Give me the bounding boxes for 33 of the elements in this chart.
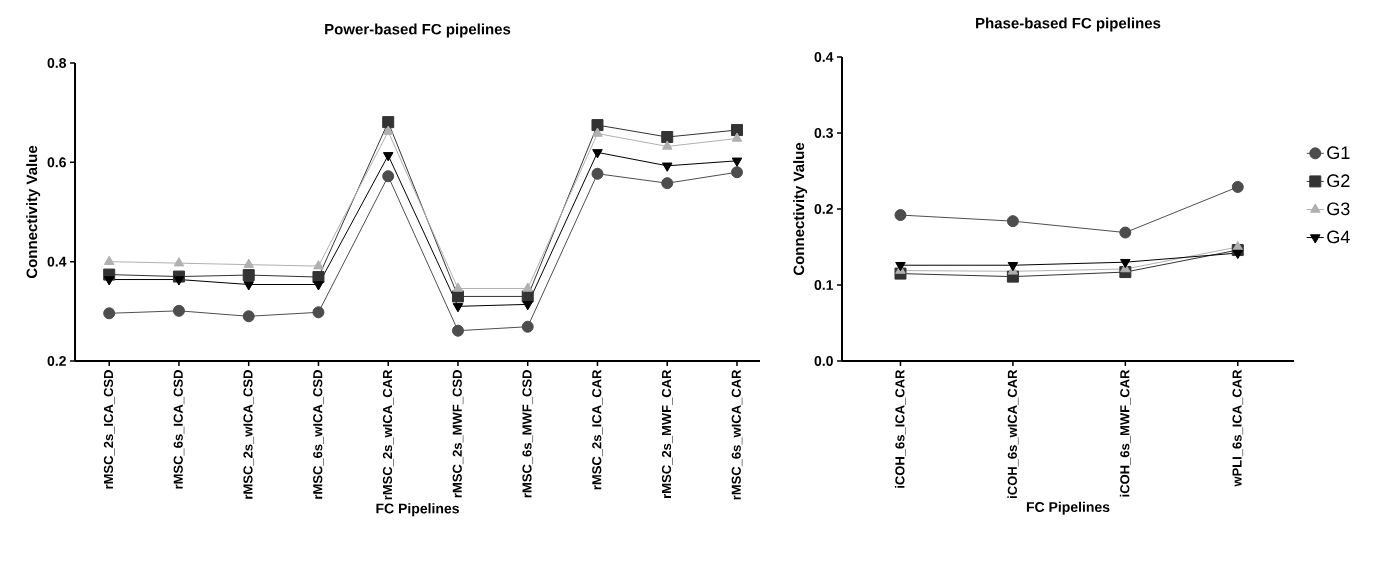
y-tick-label: 0.8 [47,58,67,68]
x-tick-label: rMSC_2s_MWF_CSD [452,370,464,498]
x-tick-label: wPLI_6s_ICA_CAR [1232,369,1244,487]
x-tick-label: rMSC_2s_ICA_CSD [103,370,115,489]
x-tick-label: rMSC_2s_ICA_CAR [592,369,603,490]
x-axis-title: FC Pipelines [1026,501,1110,515]
x-tick-label: rMSC_6s_wICA_CAR [731,369,743,500]
chart-title: Power-based FC pipelines [325,23,511,38]
x-axis-title: FC Pipelines [376,503,459,517]
y-tick-label: 0.3 [814,128,833,138]
x-tick-label: iCOH_6s_MWF_CAR [1119,369,1131,497]
y-tick-label: 0.1 [814,280,834,290]
x-tick-label: iCOH_6s_wICA_CAR [1007,369,1019,498]
legend-label: G4 [1327,230,1350,244]
y-tick-label: 0.2 [47,356,66,366]
y-axis-title: Connectivity Value [26,145,41,279]
y-tick-label: 0.4 [814,52,834,62]
x-tick-label: rMSC_2s_wICA_CSD [243,370,255,499]
y-tick-label: 0.4 [47,256,67,267]
x-tick-label: rMSC_2s_MWF_CAR [661,369,673,498]
y-tick-label: 0.2 [814,204,833,214]
y-axis-title: Connectivity Value [793,142,808,276]
legend-label: G3 [1327,202,1350,216]
y-tick-label: 0.6 [47,157,66,168]
x-tick-label: rMSC_6s_ICA_CSD [173,370,185,489]
legend-label: G1 [1327,146,1350,160]
x-tick-label: iCOH_6s_ICA_CAR [894,369,906,488]
x-tick-label: rMSC_6s_MWF_CSD [522,370,534,498]
legend-label: G2 [1327,174,1350,188]
x-tick-label: rMSC_6s_wICA_CSD [313,370,324,499]
chart-title: Phase-based FC pipelines [976,17,1161,32]
x-tick-label: rMSC_2s_wICA_CAR [382,369,394,500]
y-tick-label: 0.0 [814,356,833,366]
